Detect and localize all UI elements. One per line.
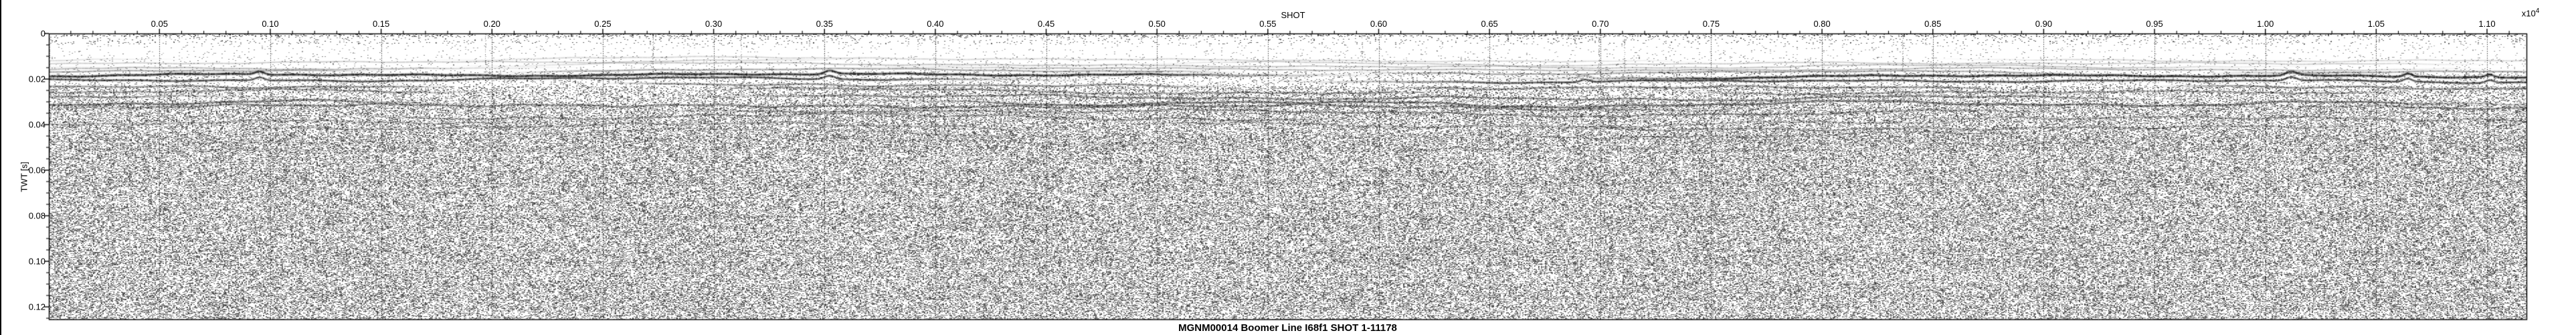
x-axis-multiplier-exponent: 4 — [2535, 7, 2540, 15]
x-tick-label: 0.95 — [2146, 19, 2163, 29]
x-tick-label: 0.60 — [1370, 19, 1388, 29]
x-tick-label: 0.10 — [262, 19, 279, 29]
y-tick-label: 0.08 — [28, 210, 45, 221]
x-tick-label: 0.70 — [1592, 19, 1609, 29]
x-axis-title: SHOT — [1281, 10, 1305, 20]
x-tick-label: 0.05 — [151, 19, 168, 29]
plot-title: MGNM00014 Boomer Line I68f1 SHOT 1-11178 — [1178, 322, 1397, 334]
x-tick-label: 1.05 — [2367, 19, 2385, 29]
x-tick-label: 0.80 — [1813, 19, 1831, 29]
x-tick-label: 0.90 — [2035, 19, 2053, 29]
x-tick-label: 0.55 — [1259, 19, 1277, 29]
x-tick-label: 1.00 — [2257, 19, 2274, 29]
x-tick-label: 0.30 — [705, 19, 723, 29]
x-tick-label: 0.65 — [1481, 19, 1498, 29]
x-axis-multiplier-base: x10 — [2521, 8, 2536, 19]
image-left-border-line — [0, 0, 1, 335]
x-tick-label: 0.50 — [1148, 19, 1166, 29]
x-tick-label: 0.75 — [1702, 19, 1720, 29]
y-tick-label: 0.02 — [28, 74, 45, 84]
x-tick-label: 1.10 — [2478, 19, 2496, 29]
y-tick-label: 0.12 — [28, 302, 45, 312]
y-tick-label: 0.04 — [28, 119, 45, 130]
x-tick-label: 0.45 — [1037, 19, 1055, 29]
y-tick-label: 0 — [40, 28, 45, 39]
x-tick-label: 0.40 — [927, 19, 944, 29]
y-tick-label: 0.10 — [28, 256, 45, 267]
x-tick-label: 0.20 — [483, 19, 500, 29]
y-tick-label: 0.06 — [28, 165, 45, 176]
x-axis-multiplier-label: x104 — [2522, 7, 2540, 18]
x-tick-label: 0.15 — [372, 19, 390, 29]
x-tick-label: 0.25 — [594, 19, 612, 29]
x-tick-label: 0.85 — [1924, 19, 1942, 29]
x-tick-label: 0.35 — [816, 19, 833, 29]
